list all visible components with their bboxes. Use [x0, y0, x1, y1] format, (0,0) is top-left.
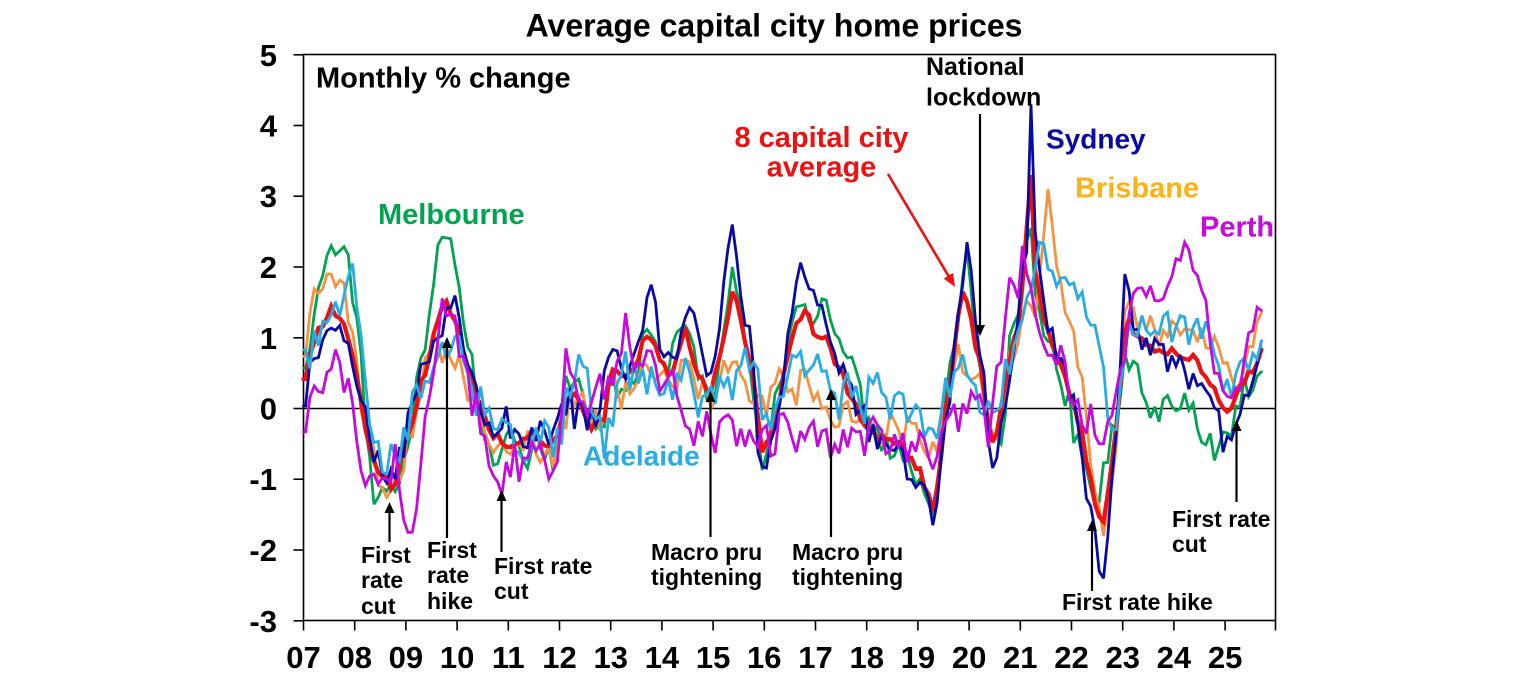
svg-text:rate: rate	[427, 562, 469, 588]
svg-text:Adelaide: Adelaide	[583, 441, 700, 472]
svg-text:-1: -1	[249, 462, 277, 497]
svg-text:12: 12	[542, 640, 576, 675]
svg-text:0: 0	[260, 392, 277, 427]
svg-text:07: 07	[286, 640, 320, 675]
svg-text:3: 3	[260, 179, 277, 214]
svg-text:Macro pru: Macro pru	[792, 539, 903, 565]
svg-text:1: 1	[260, 321, 277, 356]
svg-text:Melbourne: Melbourne	[378, 199, 525, 231]
svg-text:First rate hike: First rate hike	[1062, 589, 1213, 615]
svg-text:23: 23	[1105, 640, 1139, 675]
svg-text:Brisbane: Brisbane	[1075, 173, 1199, 205]
svg-text:25: 25	[1208, 640, 1242, 675]
svg-text:National: National	[926, 53, 1025, 81]
svg-text:tightening: tightening	[651, 564, 762, 590]
svg-text:5: 5	[260, 38, 277, 73]
svg-text:average: average	[767, 152, 877, 184]
svg-text:-2: -2	[249, 533, 277, 568]
svg-text:11: 11	[492, 640, 525, 675]
svg-text:Monthly % change: Monthly % change	[316, 63, 571, 95]
svg-text:First rate: First rate	[494, 553, 592, 579]
svg-text:14: 14	[645, 640, 680, 675]
svg-text:cut: cut	[1172, 531, 1207, 557]
svg-text:16: 16	[747, 640, 781, 675]
svg-text:13: 13	[593, 640, 627, 675]
svg-text:2: 2	[260, 250, 277, 285]
svg-text:First: First	[427, 537, 477, 563]
svg-text:First: First	[361, 542, 411, 568]
svg-text:24: 24	[1157, 640, 1192, 675]
svg-text:tightening: tightening	[792, 564, 903, 590]
svg-text:21: 21	[1003, 640, 1037, 675]
svg-text:lockdown: lockdown	[926, 84, 1041, 112]
svg-text:17: 17	[798, 640, 832, 675]
svg-text:Macro pru: Macro pru	[651, 539, 762, 565]
svg-text:18: 18	[849, 640, 883, 675]
svg-text:rate: rate	[361, 567, 403, 593]
svg-text:08: 08	[337, 640, 371, 675]
svg-text:cut: cut	[494, 578, 529, 604]
svg-text:Average capital city home pric: Average capital city home prices	[526, 8, 1023, 44]
svg-text:First rate: First rate	[1172, 506, 1270, 532]
svg-text:22: 22	[1054, 640, 1088, 675]
svg-text:cut: cut	[361, 593, 396, 619]
svg-text:Sydney: Sydney	[1046, 124, 1146, 155]
svg-text:15: 15	[696, 640, 730, 675]
svg-text:20: 20	[952, 640, 986, 675]
svg-text:19: 19	[901, 640, 935, 675]
svg-text:09: 09	[389, 640, 423, 675]
svg-text:Perth: Perth	[1200, 212, 1274, 244]
svg-text:8 capital city: 8 capital city	[734, 122, 908, 154]
svg-text:4: 4	[260, 109, 278, 144]
svg-text:-3: -3	[249, 604, 277, 639]
svg-text:10: 10	[440, 640, 474, 675]
svg-text:hike: hike	[427, 588, 473, 614]
